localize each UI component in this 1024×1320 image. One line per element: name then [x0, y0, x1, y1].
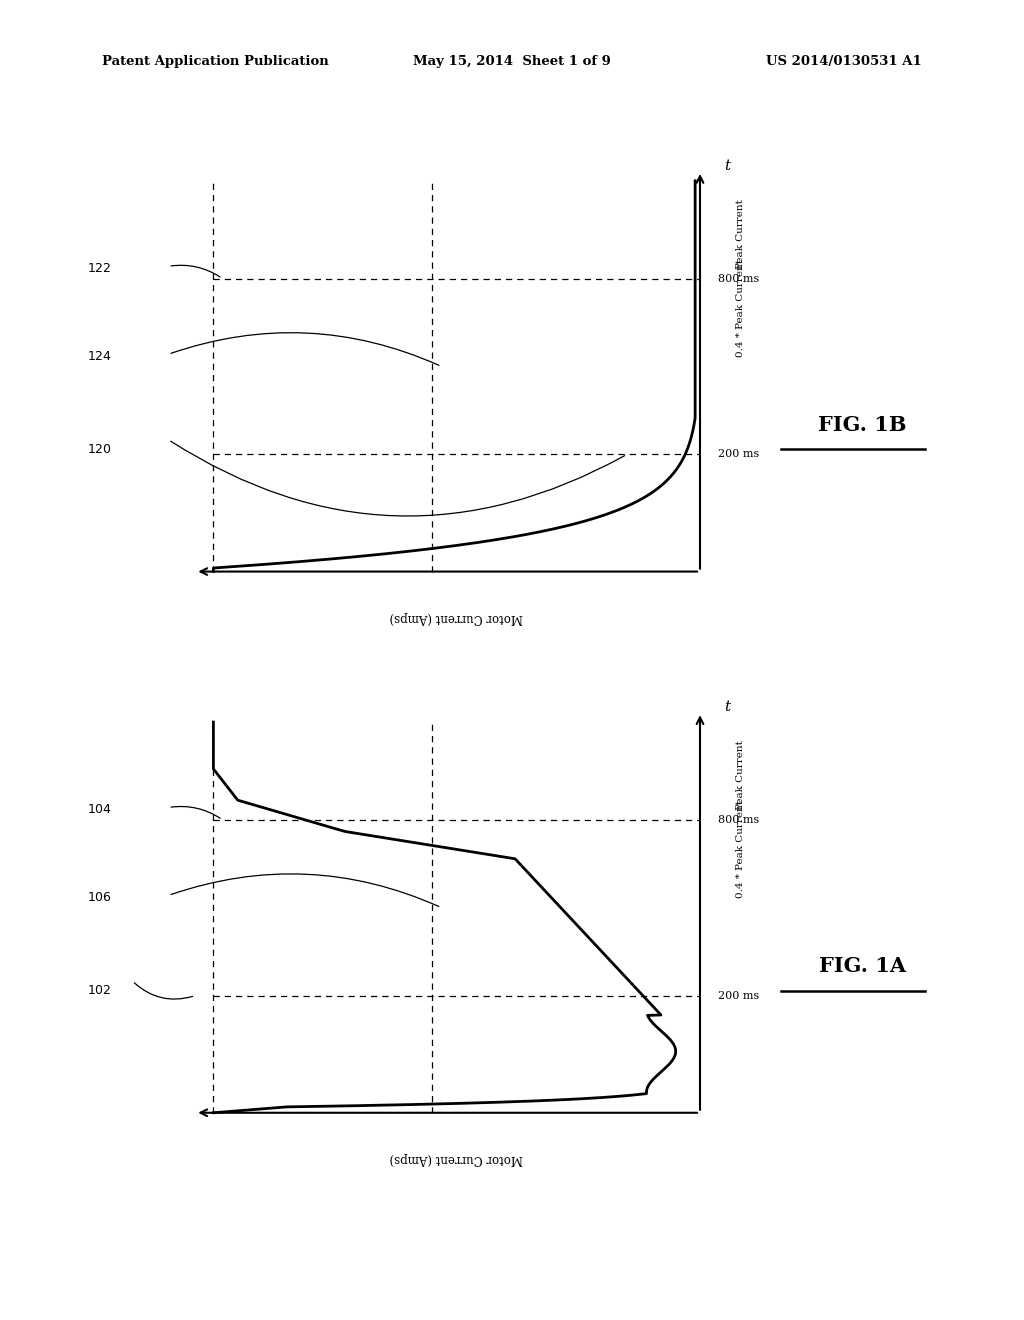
- Text: Motor Current (Amps): Motor Current (Amps): [390, 611, 523, 623]
- Text: Peak Current: Peak Current: [736, 199, 745, 269]
- Text: FIG. 1A: FIG. 1A: [818, 956, 906, 977]
- Text: FIG. 1B: FIG. 1B: [818, 414, 906, 436]
- Text: $\mathsf{\text{102}}$: $\mathsf{\text{102}}$: [87, 985, 112, 997]
- Text: 800 ms: 800 ms: [718, 814, 759, 825]
- Text: $\mathsf{\text{124}}$: $\mathsf{\text{124}}$: [87, 350, 113, 363]
- Text: Peak Current: Peak Current: [736, 741, 745, 810]
- Text: $\mathsf{\text{122}}$: $\mathsf{\text{122}}$: [87, 263, 112, 276]
- Text: $\mathsf{\text{120}}$: $\mathsf{\text{120}}$: [87, 444, 113, 455]
- Text: t: t: [724, 701, 730, 714]
- Text: Motor Current (Amps): Motor Current (Amps): [390, 1152, 523, 1164]
- Text: 800 ms: 800 ms: [718, 273, 759, 284]
- Text: Patent Application Publication: Patent Application Publication: [102, 55, 329, 69]
- Text: $\mathsf{\text{104}}$: $\mathsf{\text{104}}$: [87, 804, 113, 817]
- Text: US 2014/0130531 A1: US 2014/0130531 A1: [766, 55, 922, 69]
- Text: 0.4 * Peak Current: 0.4 * Peak Current: [736, 800, 745, 898]
- Text: 200 ms: 200 ms: [718, 990, 759, 1001]
- Text: 0.4 * Peak Current: 0.4 * Peak Current: [736, 259, 745, 356]
- Text: t: t: [724, 160, 730, 173]
- Text: 200 ms: 200 ms: [718, 449, 759, 459]
- Text: May 15, 2014  Sheet 1 of 9: May 15, 2014 Sheet 1 of 9: [413, 55, 611, 69]
- Text: $\mathsf{\text{106}}$: $\mathsf{\text{106}}$: [87, 891, 113, 904]
